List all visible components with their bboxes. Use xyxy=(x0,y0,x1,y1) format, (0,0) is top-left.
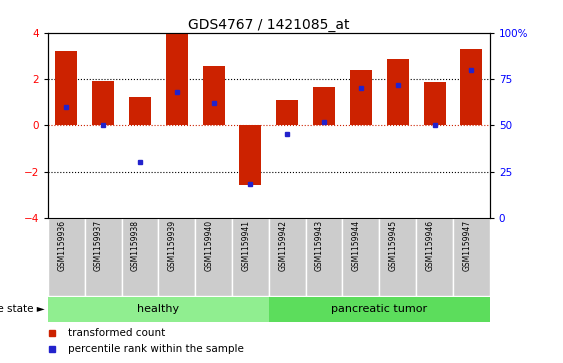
Bar xyxy=(48,297,269,322)
Bar xyxy=(423,82,445,125)
Text: transformed count: transformed count xyxy=(68,328,165,338)
Bar xyxy=(306,218,342,296)
Title: GDS4767 / 1421085_at: GDS4767 / 1421085_at xyxy=(188,18,350,32)
Text: GSM1159942: GSM1159942 xyxy=(278,220,287,271)
Bar xyxy=(342,218,379,296)
Text: healthy: healthy xyxy=(137,305,180,314)
Bar xyxy=(129,98,151,125)
Text: GSM1159947: GSM1159947 xyxy=(462,220,471,271)
Bar xyxy=(313,87,335,125)
Text: GSM1159937: GSM1159937 xyxy=(94,220,103,271)
Text: disease state ►: disease state ► xyxy=(0,305,45,314)
Bar xyxy=(203,66,225,125)
Bar xyxy=(269,218,306,296)
Text: GSM1159941: GSM1159941 xyxy=(242,220,251,271)
Text: GSM1159944: GSM1159944 xyxy=(352,220,361,271)
Text: GSM1159936: GSM1159936 xyxy=(57,220,66,271)
Bar xyxy=(166,33,188,125)
Bar xyxy=(387,59,409,125)
Bar xyxy=(350,70,372,125)
Text: GSM1159943: GSM1159943 xyxy=(315,220,324,271)
Bar xyxy=(276,100,298,125)
Bar xyxy=(84,218,122,296)
Text: GSM1159945: GSM1159945 xyxy=(388,220,397,271)
Bar xyxy=(379,218,416,296)
Bar xyxy=(195,218,232,296)
Bar xyxy=(55,51,77,125)
Bar xyxy=(92,81,114,125)
Bar xyxy=(48,218,84,296)
Text: GSM1159940: GSM1159940 xyxy=(204,220,213,271)
Bar xyxy=(269,297,490,322)
Bar xyxy=(239,125,261,185)
Text: GSM1159939: GSM1159939 xyxy=(168,220,177,271)
Bar xyxy=(453,218,490,296)
Bar xyxy=(232,218,269,296)
Text: GSM1159946: GSM1159946 xyxy=(426,220,435,271)
Bar xyxy=(461,49,482,125)
Text: GSM1159938: GSM1159938 xyxy=(131,220,140,271)
Bar xyxy=(416,218,453,296)
Text: pancreatic tumor: pancreatic tumor xyxy=(331,305,427,314)
Bar xyxy=(158,218,195,296)
Text: percentile rank within the sample: percentile rank within the sample xyxy=(68,344,244,354)
Bar xyxy=(122,218,158,296)
